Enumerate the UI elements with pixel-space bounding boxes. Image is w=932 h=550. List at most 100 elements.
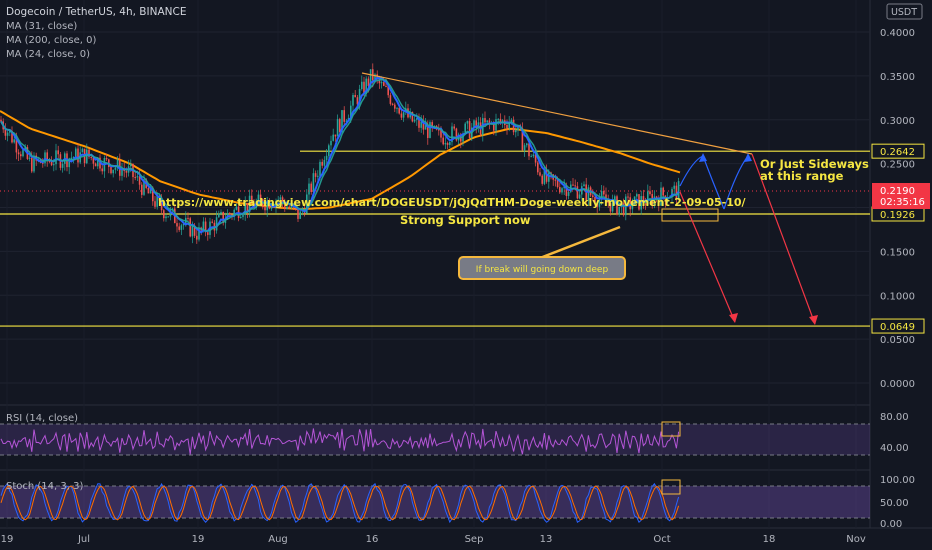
rsi-tick-40: 40.00: [880, 443, 909, 454]
candle-body: [160, 200, 163, 211]
candle-body: [277, 199, 279, 201]
rsi-tick-80: 80.00: [880, 412, 909, 423]
candle-body: [134, 177, 136, 179]
candle-body: [356, 97, 359, 105]
candle-body: [211, 221, 213, 223]
candle-body: [611, 199, 614, 212]
time-tick: 13: [540, 534, 553, 545]
candle-body: [165, 216, 167, 219]
candle-body: [141, 184, 143, 195]
candle-body: [220, 211, 222, 214]
candle-body: [0, 119, 2, 122]
candle-body: [92, 157, 95, 164]
candle-body: [391, 103, 394, 105]
stoch-lines: [0, 482, 680, 524]
candle-body: [248, 195, 251, 213]
candle-body: [523, 145, 526, 151]
breakdown-arrow-1[interactable]: [679, 191, 736, 323]
candle-body: [270, 207, 273, 209]
stoch-band: [0, 486, 870, 518]
candle-body: [332, 134, 334, 141]
candle-body: [345, 120, 348, 122]
candle-body: [438, 129, 440, 131]
candle-body: [493, 122, 495, 131]
candle-body: [363, 81, 365, 94]
candle-body: [387, 86, 389, 96]
candle-body: [358, 89, 361, 105]
candle-body: [565, 185, 568, 196]
candle-body: [286, 206, 288, 209]
candle-body: [660, 187, 662, 206]
candle-body: [11, 131, 13, 143]
break-callout-box[interactable]: [458, 256, 626, 280]
time-tick: 18: [763, 534, 776, 545]
time-axis[interactable]: 19 Jul 19 Aug 16 Sep 13 Oct 18 Nov: [1, 534, 866, 545]
candle-body: [48, 160, 51, 162]
sideways-path-up-1[interactable]: [679, 155, 704, 187]
candle-body: [598, 198, 601, 207]
candle-body: [116, 159, 119, 168]
candle-body: [501, 120, 504, 122]
candle-body: [422, 121, 425, 130]
candle-body: [671, 188, 673, 197]
rsi-label[interactable]: RSI (14, close): [6, 413, 78, 424]
stoch-label[interactable]: Stoch (14, 3, 3): [6, 481, 83, 492]
candle-body: [532, 154, 535, 157]
breakdown-arrow-2[interactable]: [751, 153, 816, 325]
currency-badge-border[interactable]: [886, 3, 923, 20]
indicator-ma24-label[interactable]: MA (24, close, 0): [6, 49, 90, 60]
candle-body: [325, 155, 328, 160]
candle-body: [411, 111, 414, 122]
candle-body: [486, 120, 488, 123]
level-tag-value: 0.2642: [880, 147, 915, 158]
candle-body: [475, 120, 477, 128]
candle-body: [543, 169, 546, 184]
candle-body: [631, 205, 634, 210]
symbol-title[interactable]: Dogecoin / TetherUS, 4h, BINANCE: [6, 6, 186, 18]
candle-body: [198, 227, 200, 240]
candle-body: [644, 203, 647, 205]
candle-body: [191, 225, 194, 237]
candle-body: [473, 120, 475, 128]
time-tick: Jul: [77, 534, 90, 545]
candle-body: [336, 119, 339, 137]
candle-body: [257, 194, 260, 202]
candle-body: [350, 105, 352, 118]
candle-body: [193, 225, 196, 236]
candle-body: [24, 147, 26, 151]
candle-body: [526, 143, 528, 146]
resistance-trendline[interactable]: [361, 72, 753, 155]
candle-body: [658, 199, 660, 206]
candle-body: [636, 194, 638, 197]
candle-body: [352, 94, 354, 106]
candle-body: [288, 206, 290, 208]
candle-body: [510, 119, 513, 122]
candle-body: [130, 163, 132, 167]
candle-body: [207, 232, 209, 235]
level-tag-value: 0.0649: [880, 322, 915, 333]
candle-body: [609, 203, 612, 212]
candle-body: [110, 167, 112, 174]
stoch-tick-100: 100.00: [880, 475, 915, 486]
candle-body: [455, 128, 458, 141]
candle-body: [308, 183, 310, 195]
candle-body: [578, 194, 581, 199]
candle-body: [451, 126, 453, 143]
candle-body: [374, 74, 376, 81]
candle-body: [13, 139, 15, 143]
candle-body: [86, 149, 88, 164]
level-lines[interactable]: [0, 150, 870, 327]
candle-body: [33, 155, 35, 172]
arrow-head-blue-1: [699, 153, 707, 162]
candle-body: [666, 198, 669, 202]
candle-body: [138, 176, 141, 185]
candle-body: [642, 196, 645, 204]
indicator-ma200-label[interactable]: MA (200, close, 0): [6, 35, 96, 46]
currency-badge[interactable]: USDT: [891, 7, 917, 18]
support-zone-box[interactable]: [661, 208, 719, 222]
indicator-ma31-label[interactable]: MA (31, close): [6, 21, 77, 32]
candle-body: [512, 119, 515, 133]
time-tick: Sep: [465, 534, 484, 545]
candle-body: [466, 121, 469, 124]
